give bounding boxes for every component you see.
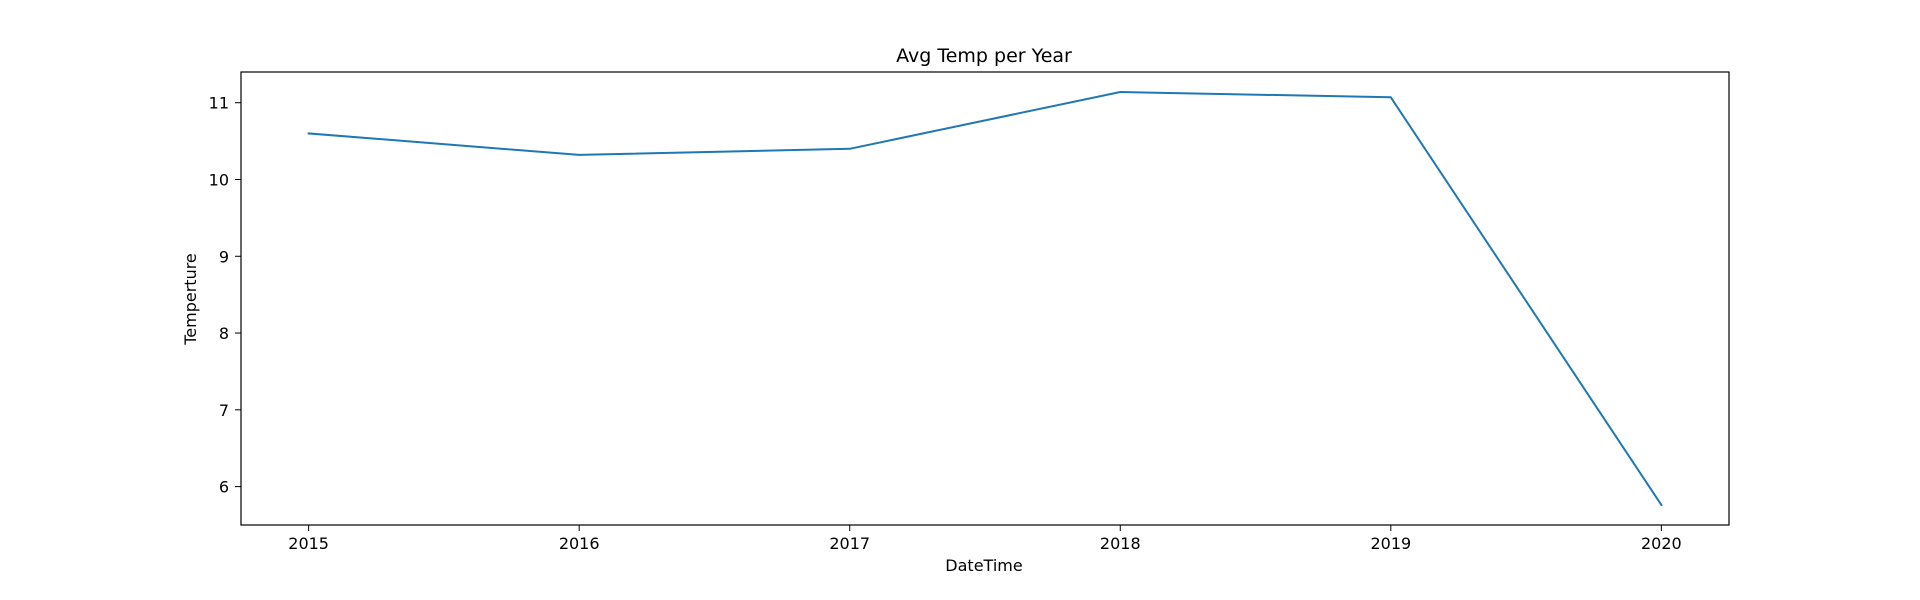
y-tick-label: 7 [219,401,229,420]
x-axis-label: DateTime [945,556,1022,575]
x-tick-label: 2019 [1370,534,1411,553]
x-tick-label: 2018 [1100,534,1141,553]
y-tick-label: 11 [209,94,229,113]
series-line-1 [307,91,1663,507]
x-tick-label: 2017 [829,534,870,553]
y-axis-label: Temperture [181,253,200,346]
x-tick-label: 2016 [559,534,600,553]
y-axis: 6 7 8 9 10 11 [209,94,241,497]
plot-frame [240,71,1730,526]
chart-title: Avg Temp per Year [896,45,1072,67]
x-tick-label: 2015 [288,534,329,553]
x-tick-label: 2020 [1641,534,1682,553]
y-tick-label: 6 [219,478,229,497]
y-tick-label: 8 [219,324,229,343]
plot-area [307,91,1663,507]
x-axis: 2015 2016 2017 2018 2019 2020 [288,525,1682,553]
y-tick-label: 9 [219,247,229,266]
y-tick-label: 10 [209,170,229,189]
